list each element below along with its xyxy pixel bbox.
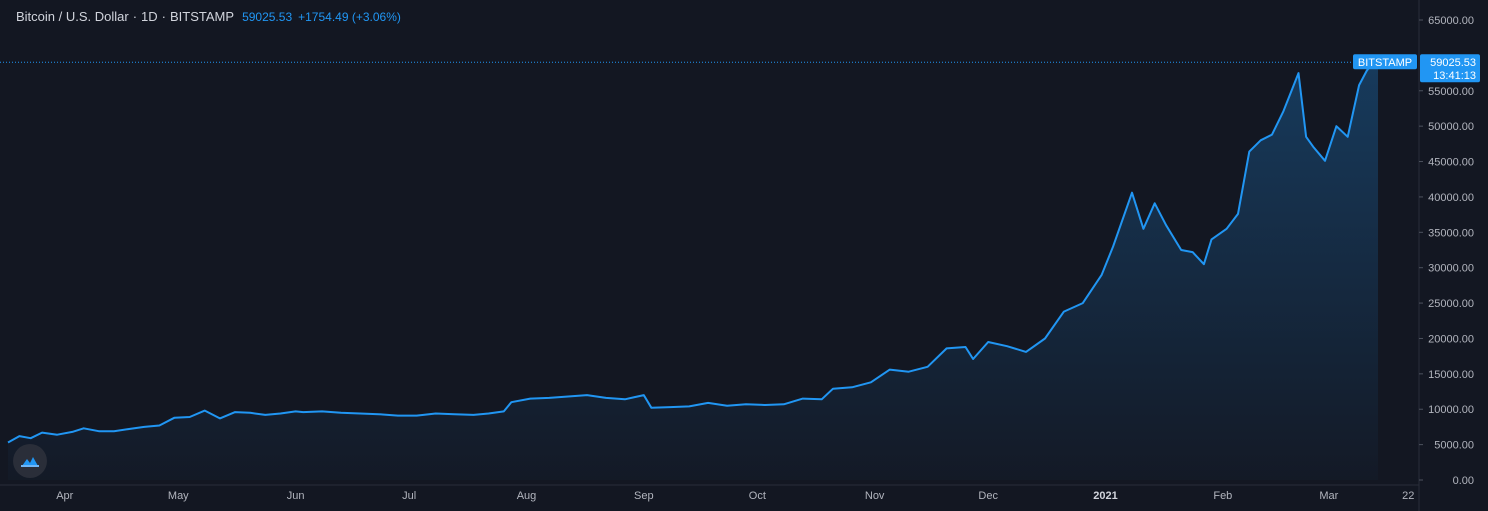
exchange-label: BITSTAMP [170,9,235,24]
exchange-tag [1353,54,1417,70]
chart-header: Bitcoin / U.S. Dollar · 1D · BITSTAMP 59… [16,9,401,24]
y-tick-label: 65000.00 [1428,15,1474,27]
x-tick-label: Oct [749,490,766,502]
y-tick-label: 15000.00 [1428,369,1474,381]
bar-countdown: 13:41:13 [1433,70,1476,82]
price-change: +1754.49 (+3.06%) [298,10,401,24]
x-tick-label: Jul [402,490,416,502]
x-tick-label: Feb [1213,490,1232,502]
x-tick-label: Apr [56,490,73,502]
y-tick-label: 45000.00 [1428,157,1474,169]
cloud-icon [21,457,39,467]
x-tick-label: 2021 [1093,490,1117,502]
y-tick-label: 5000.00 [1434,440,1474,452]
y-tick-label: 50000.00 [1428,121,1474,133]
last-price-tag-value: 59025.53 [1430,57,1476,69]
x-tick-label: 22 [1402,490,1414,502]
symbol-name[interactable]: Bitcoin / U.S. Dollar [16,9,129,24]
y-tick-label: 55000.00 [1428,86,1474,98]
x-tick-label: Nov [865,490,885,502]
header-separator: · [132,9,138,24]
price-area-fill [8,60,1378,481]
y-tick-label: 0.00 [1453,475,1474,487]
tradingview-logo-icon[interactable] [13,444,47,478]
x-tick-label: May [168,490,189,502]
y-tick-label: 10000.00 [1428,404,1474,416]
x-tick-label: Aug [517,490,537,502]
y-tick-label: 40000.00 [1428,192,1474,204]
last-price: 59025.53 [242,10,293,24]
y-tick-label: 30000.00 [1428,263,1474,275]
x-tick-label: Jun [287,490,305,502]
x-tick-label: Sep [634,490,654,502]
price-line[interactable] [7,59,1379,444]
y-tick-label: 35000.00 [1428,227,1474,239]
interval-label[interactable]: 1D [141,9,158,24]
x-tick-label: Mar [1319,490,1338,502]
header-separator: · [161,9,167,24]
exchange-tag-label: BITSTAMP [1358,57,1412,69]
last-price-tag [1420,54,1480,83]
x-tick-label: Dec [978,490,998,502]
y-tick-label: 20000.00 [1428,333,1474,345]
y-tick-label: 25000.00 [1428,298,1474,310]
